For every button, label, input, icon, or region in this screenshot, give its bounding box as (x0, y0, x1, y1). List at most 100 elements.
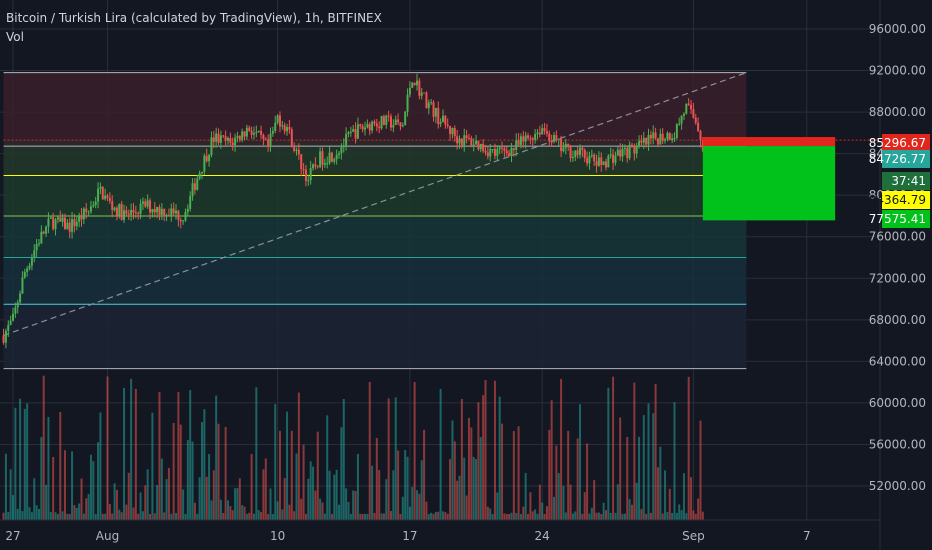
candle-body (54, 219, 57, 230)
candle-body (685, 103, 688, 114)
volume-bar (19, 398, 22, 520)
candle-body (548, 133, 551, 142)
volume-bar (602, 502, 605, 520)
candle-body (271, 130, 274, 134)
candle-body (312, 164, 315, 169)
candle-body (123, 210, 126, 220)
candle-body (243, 131, 246, 137)
candle-body (307, 180, 310, 182)
candle-body (99, 186, 102, 189)
candle-body (503, 148, 506, 151)
candle-body (387, 115, 390, 117)
candle-body (600, 157, 603, 165)
candle-body (427, 102, 430, 109)
candle-body (406, 94, 409, 112)
candle-body (264, 139, 267, 141)
volume-bar (158, 392, 161, 520)
candle-body (94, 201, 97, 206)
volume-bar (583, 492, 586, 520)
volume-bar (163, 512, 166, 520)
candle-body (132, 210, 135, 213)
volume-bar (687, 376, 690, 520)
candle-body (486, 152, 489, 157)
volume-bar (97, 442, 100, 520)
candle-body (73, 219, 76, 227)
candle-body (496, 149, 499, 156)
volume-bar (274, 404, 277, 520)
volume-bar (550, 400, 553, 520)
candle-body (63, 217, 66, 230)
volume-bar (685, 513, 688, 520)
volume-bar (668, 488, 671, 520)
volume-bar (394, 397, 397, 520)
candle-body (524, 135, 527, 142)
volume-bar (519, 513, 522, 520)
candle-body (430, 102, 433, 104)
candle-body (134, 212, 137, 214)
volume-bar (264, 458, 267, 520)
volume-bar (680, 510, 683, 520)
volume-bar (316, 431, 319, 520)
candle-body (536, 132, 539, 135)
volume-bar (597, 512, 600, 520)
volume-bar (411, 487, 414, 520)
volume-bar (120, 512, 123, 520)
candle-body (519, 136, 522, 145)
candle-body (37, 243, 40, 245)
volume-bar (562, 485, 565, 520)
candle-body (517, 140, 520, 145)
candle-body (571, 157, 574, 159)
volume-bar (619, 417, 622, 520)
candle-body (278, 115, 281, 127)
volume-bar (652, 413, 655, 520)
candle-body (609, 154, 612, 156)
candle-body (467, 137, 470, 139)
candle-body (158, 206, 161, 215)
time-axis-label: Sep (682, 529, 705, 543)
volume-bar (633, 382, 636, 520)
candle-body (330, 152, 333, 162)
candle-body (560, 138, 563, 152)
volume-bar (269, 488, 272, 520)
candle-body (354, 129, 357, 139)
volume-bar (441, 511, 444, 520)
volume-bar (368, 381, 371, 520)
candle-body (248, 127, 251, 131)
volume-indicator-label[interactable]: Vol (6, 30, 24, 44)
volume-bar (326, 415, 329, 520)
volume-bar (467, 417, 470, 520)
volume-bar (85, 498, 88, 520)
volume-bar (66, 513, 69, 520)
volume-bar (496, 492, 499, 520)
candle-body (97, 188, 100, 202)
volume-bar (71, 451, 74, 520)
volume-bar (312, 466, 315, 520)
volume-bar (510, 512, 513, 520)
candle-body (581, 147, 584, 150)
candle-body (623, 148, 626, 150)
candle-body (439, 122, 442, 125)
volume-bar (94, 513, 97, 520)
candle-body (208, 155, 211, 162)
volume-bar (201, 421, 203, 520)
volume-bar (238, 478, 241, 520)
candle-body (2, 335, 5, 343)
volume-bar (229, 506, 232, 520)
candle-body (276, 115, 279, 123)
volume-bar (40, 437, 43, 520)
candle-body (642, 138, 645, 143)
candle-body (163, 208, 166, 217)
candle-body (413, 82, 416, 86)
volume-bar (186, 440, 189, 520)
volume-bar (290, 430, 293, 520)
candle-body (543, 128, 546, 131)
time-axis-label: 27 (5, 529, 20, 543)
volume-bar (635, 482, 638, 520)
volume-bar (423, 429, 426, 520)
short-position-tool[interactable] (702, 137, 836, 221)
candle-body (529, 138, 532, 140)
candle-body (630, 144, 633, 146)
candle-body (255, 132, 258, 134)
volume-bar (330, 513, 333, 520)
